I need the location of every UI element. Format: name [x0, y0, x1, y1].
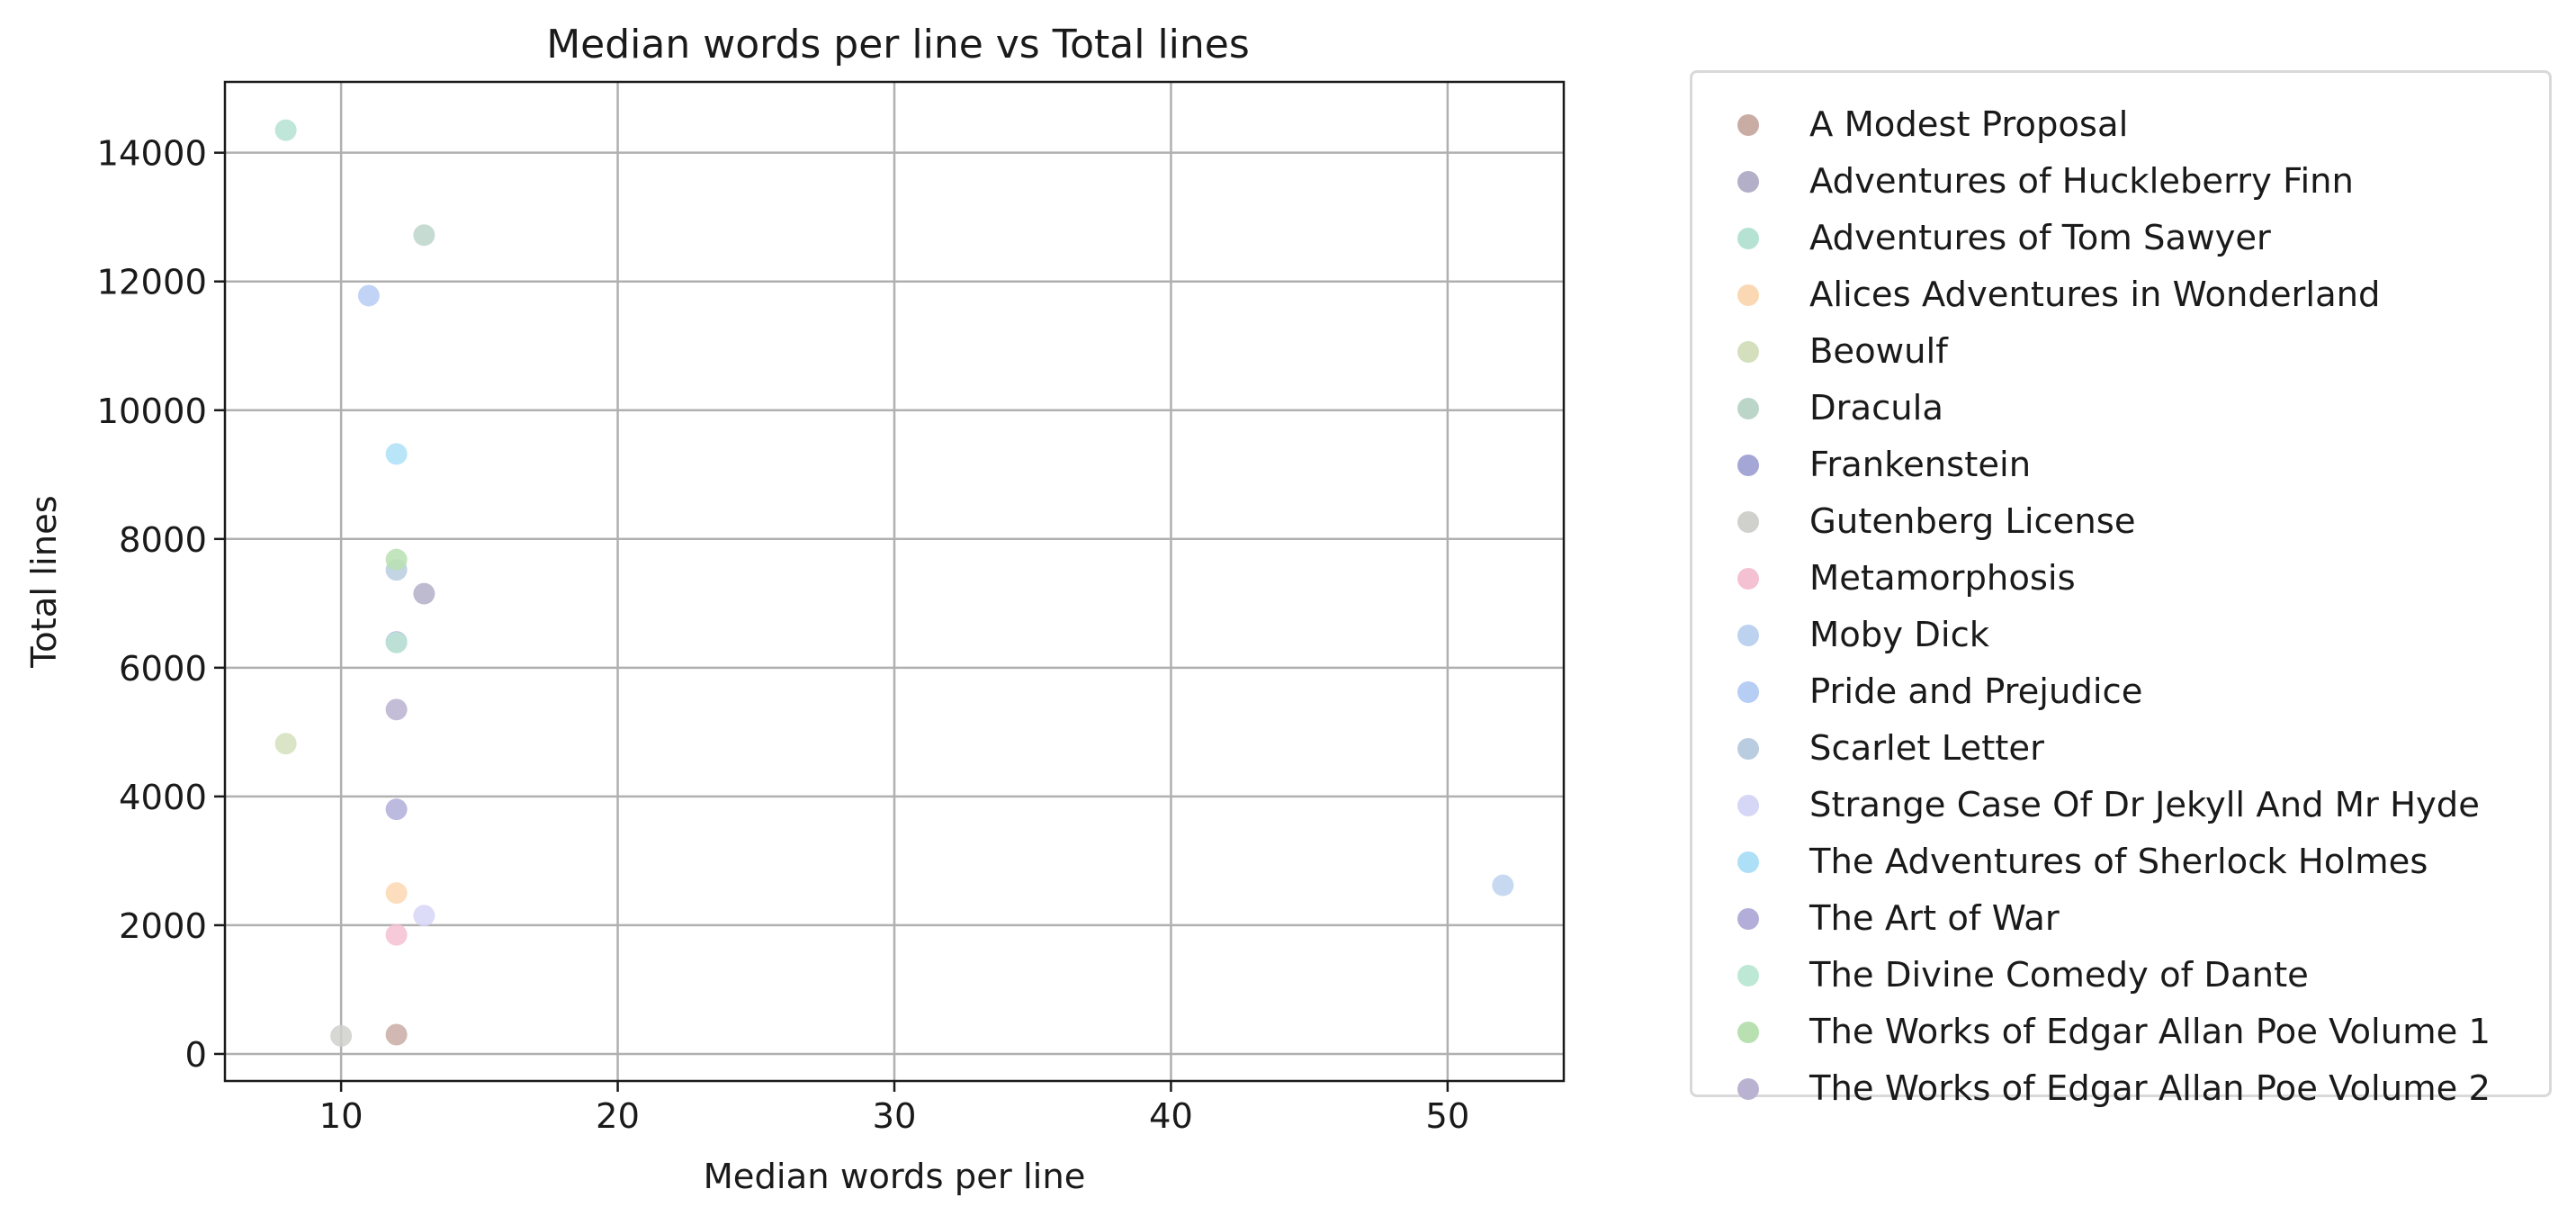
legend-marker-icon — [1737, 114, 1759, 136]
legend-label: Dracula — [1809, 388, 1943, 428]
legend-label: Pride and Prejudice — [1809, 671, 2143, 712]
legend-item: Dracula — [1692, 386, 2549, 431]
data-point — [1492, 874, 1514, 896]
x-tick-label: 10 — [319, 1096, 364, 1137]
legend-marker-icon — [1737, 171, 1759, 193]
legend-marker-icon — [1737, 455, 1759, 476]
legend-item: Metamorphosis — [1692, 556, 2549, 601]
legend-item: Moby Dick — [1692, 613, 2549, 658]
data-point — [274, 119, 297, 141]
legend-item: Strange Case Of Dr Jekyll And Mr Hyde — [1692, 783, 2549, 828]
data-point — [413, 582, 435, 605]
x-axis-ticks: 10 20 30 40 50 — [319, 1081, 1469, 1137]
legend-label: Moby Dick — [1809, 615, 1990, 655]
legend-label: Frankenstein — [1809, 445, 2032, 485]
legend-marker-icon — [1737, 1078, 1759, 1100]
legend-label: A Modest Proposal — [1809, 104, 2129, 145]
data-point — [385, 923, 408, 946]
y-tick-label: 10000 — [97, 392, 207, 432]
legend-label: Alices Adventures in Wonderland — [1809, 275, 2381, 315]
data-point — [385, 698, 408, 721]
legend-item: A Modest Proposal — [1692, 103, 2549, 148]
y-tick-label: 2000 — [119, 906, 207, 947]
data-point — [385, 1023, 408, 1046]
legend-label: The Divine Comedy of Dante — [1809, 955, 2309, 995]
y-axis-ticks: 0 2000 4000 6000 8000 10000 12000 14000 — [97, 134, 225, 1076]
legend-item: Gutenberg License — [1692, 500, 2549, 545]
data-point — [385, 798, 408, 821]
legend-label: Gutenberg License — [1809, 501, 2136, 542]
y-tick-label: 8000 — [119, 520, 207, 561]
legend-item: The Divine Comedy of Dante — [1692, 953, 2549, 998]
legend-label: Beowulf — [1809, 331, 1948, 372]
y-tick-label: 12000 — [97, 263, 207, 303]
legend-item: Pride and Prejudice — [1692, 670, 2549, 715]
legend-marker-icon — [1737, 625, 1759, 646]
data-point — [413, 905, 435, 927]
data-points — [274, 119, 1514, 1047]
legend-item: The Works of Edgar Allan Poe Volume 1 — [1692, 1010, 2549, 1055]
y-tick-label: 0 — [185, 1035, 208, 1076]
legend-label: Adventures of Tom Sawyer — [1809, 218, 2271, 258]
x-tick-label: 30 — [873, 1096, 917, 1137]
x-tick-label: 20 — [596, 1096, 640, 1137]
y-axis-label: Total lines — [24, 495, 65, 669]
legend-item: Adventures of Huckleberry Finn — [1692, 159, 2549, 204]
legend: A Modest Proposal Adventures of Huckleber… — [1690, 70, 2552, 1109]
data-point — [385, 882, 408, 905]
legend-label: The Works of Edgar Allan Poe Volume 2 — [1809, 1068, 2491, 1109]
legend-label: Strange Case Of Dr Jekyll And Mr Hyde — [1809, 785, 2480, 825]
y-tick-label: 14000 — [97, 134, 207, 175]
legend-marker-icon — [1737, 511, 1759, 533]
legend-label: The Works of Edgar Allan Poe Volume 1 — [1809, 1012, 2491, 1052]
legend-label: Adventures of Huckleberry Finn — [1809, 161, 2354, 202]
legend-item: Adventures of Tom Sawyer — [1692, 216, 2549, 261]
legend-item: The Works of Edgar Allan Poe Volume 2 — [1692, 1067, 2549, 1112]
grid-lines — [225, 82, 1564, 1081]
y-tick-label: 4000 — [119, 778, 207, 818]
legend-item: Alices Adventures in Wonderland — [1692, 273, 2549, 318]
legend-item: Beowulf — [1692, 329, 2549, 374]
legend-marker-icon — [1737, 228, 1759, 249]
legend-item: The Adventures of Sherlock Holmes — [1692, 840, 2549, 885]
legend-label: The Art of War — [1809, 898, 2060, 939]
data-point — [357, 284, 380, 307]
legend-marker-icon — [1737, 908, 1759, 930]
legend-label: The Adventures of Sherlock Holmes — [1809, 842, 2428, 882]
legend-marker-icon — [1737, 568, 1759, 590]
data-point — [274, 733, 297, 755]
legend-marker-icon — [1737, 965, 1759, 986]
data-point — [413, 224, 435, 247]
legend-marker-icon — [1737, 851, 1759, 873]
legend-marker-icon — [1737, 1022, 1759, 1043]
y-tick-label: 6000 — [119, 649, 207, 689]
legend-marker-icon — [1737, 795, 1759, 816]
legend-label: Scarlet Letter — [1809, 728, 2044, 769]
x-tick-label: 40 — [1149, 1096, 1193, 1137]
legend-marker-icon — [1737, 738, 1759, 760]
legend-item: Frankenstein — [1692, 443, 2549, 488]
data-point — [385, 548, 408, 571]
data-point — [330, 1024, 353, 1047]
legend-marker-icon — [1737, 284, 1759, 306]
legend-marker-icon — [1737, 398, 1759, 419]
legend-marker-icon — [1737, 341, 1759, 363]
chart-title: Median words per line vs Total lines — [546, 22, 1250, 68]
data-point — [385, 631, 408, 653]
legend-item: Scarlet Letter — [1692, 726, 2549, 771]
legend-item: The Art of War — [1692, 896, 2549, 941]
x-axis-label: Median words per line — [704, 1157, 1086, 1197]
legend-marker-icon — [1737, 681, 1759, 703]
legend-label: Metamorphosis — [1809, 558, 2076, 599]
x-tick-label: 50 — [1425, 1096, 1469, 1137]
data-point — [385, 443, 408, 465]
